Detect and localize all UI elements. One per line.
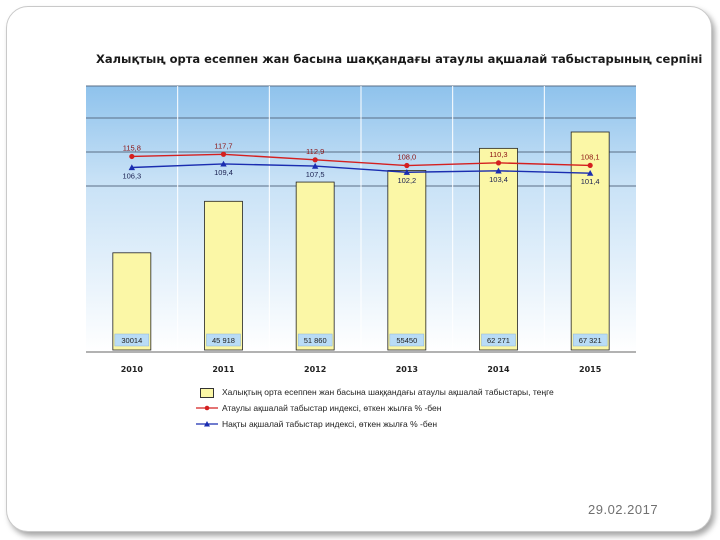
nominal-index-label-2015: 108,1 — [581, 152, 600, 161]
real-index-label-2012: 107,5 — [306, 170, 325, 179]
bar-value-box-2014 — [481, 333, 516, 347]
nominal-index-point-2012 — [312, 157, 318, 163]
real-index-point-2013 — [403, 169, 411, 175]
chart-title: Халықтың орта есеппен жан басына шаққанд… — [96, 52, 703, 66]
nominal-index-point-2010 — [129, 153, 135, 160]
bar-value-box-2011 — [206, 333, 241, 347]
real-index-label-2010: 106,3 — [122, 171, 141, 180]
nominal-index-label-2012: 112,9 — [306, 147, 324, 156]
slide-date: 29.02.2017 — [588, 502, 659, 517]
real-index-point-2014 — [495, 167, 502, 174]
bar-value-label-2013: 55450 — [396, 336, 417, 345]
real-index-label-2014: 103,4 — [489, 175, 508, 184]
bar-value-label-2015: 67 321 — [579, 336, 602, 345]
real-index-point-2010 — [128, 164, 136, 171]
nominal-index-label-2013: 108,0 — [397, 153, 416, 162]
bar-2012 — [295, 181, 335, 351]
nominal-index-label-2010: 115,8 — [123, 143, 141, 152]
legend-label-real-index: Нақты ақшалай табыстар индексі, өткен жы… — [222, 419, 438, 429]
real-index-label-2015: 101,4 — [581, 177, 600, 186]
bar-value-box-2012 — [297, 333, 333, 347]
legend-swatch-bar — [200, 388, 214, 398]
x-tick-label-2015: 2015 — [579, 365, 602, 374]
legend-swatch-red-line — [196, 405, 218, 411]
x-tick-label-2010: 2010 — [121, 365, 144, 374]
bar-value-label-2014: 62 271 — [487, 336, 510, 345]
real-index-point-2011 — [220, 160, 227, 167]
bar-2015 — [570, 131, 610, 351]
nominal-index-point-2013 — [404, 162, 410, 169]
bar-value-label-2012: 51 860 — [304, 336, 327, 345]
bar-2011 — [204, 200, 243, 351]
x-tick-label-2014: 2014 — [487, 365, 510, 374]
legend-label-nominal-index: Атаулы ақшалай табыстар индексі, өткен ж… — [222, 403, 442, 413]
real-index-point-2012 — [311, 162, 319, 169]
x-tick-label-2013: 2013 — [396, 365, 418, 374]
real-index-label-2013: 102,2 — [397, 176, 416, 185]
x-tick-label-2012: 2012 — [304, 365, 326, 374]
legend-label-income: Халықтың орта есеппен жан басына шаққанд… — [222, 387, 554, 397]
x-tick-label-2011: 2011 — [212, 365, 235, 374]
nominal-index-point-2015 — [587, 162, 593, 169]
bar-2013 — [387, 170, 427, 351]
nominal-index-label-2011: 117,7 — [214, 141, 232, 150]
bar-value-label-2010: 30014 — [121, 336, 142, 345]
real-index-point-2015 — [586, 169, 594, 176]
legend-swatch-blue-line — [196, 421, 218, 427]
bar-value-label-2011: 45 918 — [212, 336, 235, 345]
bar-2014 — [479, 147, 518, 351]
bar-value-box-2013 — [389, 333, 425, 347]
real-index-line — [131, 163, 591, 174]
nominal-index-point-2011 — [220, 151, 227, 157]
bar-value-box-2015 — [572, 333, 608, 347]
nominal-index-label-2014: 110,3 — [489, 150, 507, 159]
nominal-index-line — [131, 153, 591, 167]
bar-value-box-2010 — [114, 333, 150, 347]
nominal-index-point-2014 — [495, 160, 502, 166]
real-index-label-2011: 109,4 — [214, 168, 233, 177]
